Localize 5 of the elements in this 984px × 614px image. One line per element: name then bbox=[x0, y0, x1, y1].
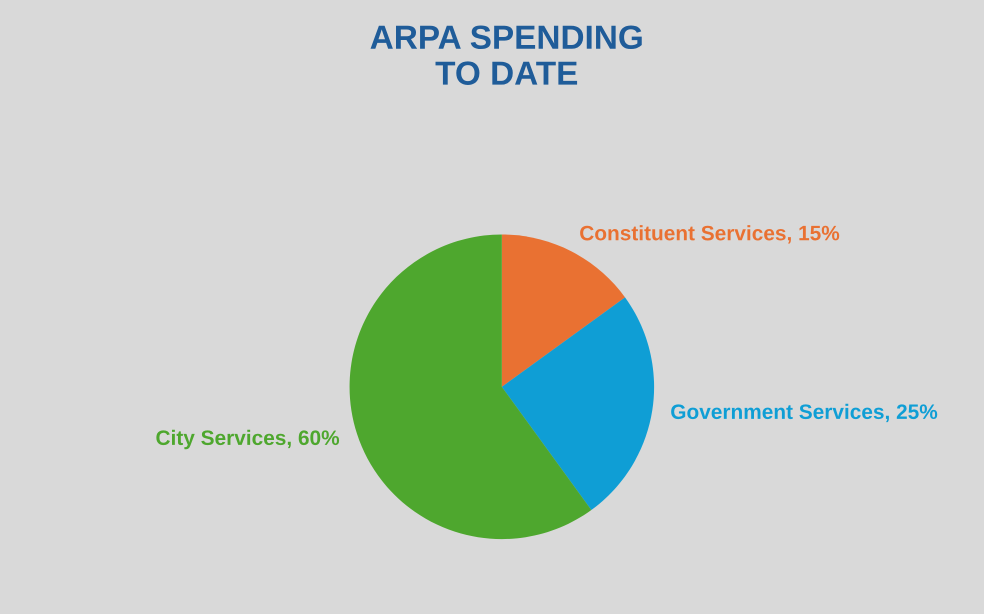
slice-label: Government Services, 25% bbox=[671, 404, 938, 422]
slice-label: City Services, 60% bbox=[156, 430, 340, 450]
slice-label: Constituent Services, 15% bbox=[580, 225, 840, 244]
pie-slice bbox=[502, 297, 654, 510]
chart-title: ARPA SPENDING TO DATE bbox=[370, 25, 642, 85]
